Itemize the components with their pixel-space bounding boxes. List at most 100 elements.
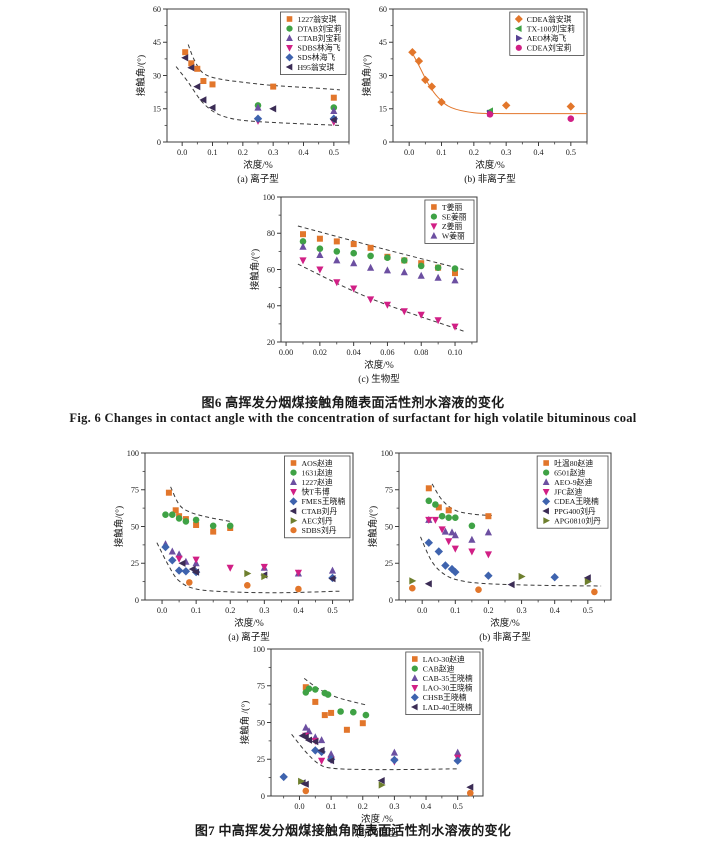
data-point — [333, 279, 341, 287]
data-point — [317, 746, 325, 754]
x-tick-label: 0.4 — [550, 606, 560, 615]
y-tick-label: 25 — [131, 559, 139, 568]
data-point — [454, 748, 462, 756]
data-point — [289, 507, 297, 515]
legend-item: 1227翁安琪 — [286, 14, 337, 24]
y-tick-label: 0 — [383, 138, 387, 147]
data-point — [188, 60, 195, 67]
x-tick-label: 0.5 — [453, 802, 463, 811]
fig7a-svg: 0.0 0.1 0.2 0.3 0.4 0.5 0 25 50 75 100 浓度/% (a) 离子型 接… — [113, 449, 354, 643]
data-point — [409, 584, 416, 592]
data-point — [199, 96, 207, 104]
chart-fig6b-nonionic: 0.0 0.1 0.2 0.3 0.4 0.5 0 15 30 45 60 浓度/% (b) 非离子型 接… — [360, 2, 596, 188]
envelope-curve — [431, 483, 492, 516]
legend-label: 6501赵迪 — [554, 467, 585, 477]
y-tick-label: 50 — [257, 718, 265, 727]
legend-box — [536, 455, 609, 529]
data-point — [337, 708, 344, 715]
x-tick-label: 0.08 — [414, 348, 428, 357]
data-point — [324, 691, 332, 698]
data-point — [316, 266, 324, 274]
legend-label: SDBS刘丹 — [302, 525, 337, 535]
data-point — [451, 531, 459, 539]
legend-item: AEC刘丹 — [290, 515, 333, 525]
legend-item: 6501赵迪 — [543, 467, 586, 477]
legend-label: LAO-30王晓楠 — [423, 683, 473, 693]
x-axis-label: 浓度 /% — [361, 813, 393, 825]
data-point — [182, 518, 190, 525]
data-point — [301, 733, 309, 741]
data-point — [502, 101, 511, 110]
data-point — [434, 273, 442, 281]
y-tick-label: 30 — [153, 71, 161, 80]
legend-box — [284, 455, 351, 539]
data-point — [441, 527, 449, 535]
x-tick-label: 0.06 — [380, 348, 394, 357]
x-axis-label: 浓度/% — [490, 617, 520, 629]
y-axis-label: 接触角/(°) — [135, 55, 147, 96]
data-point — [425, 497, 433, 505]
x-tick-label: 0.2 — [483, 606, 493, 615]
data-point — [434, 547, 443, 556]
data-point — [312, 686, 319, 693]
data-point — [301, 780, 309, 788]
x-tick-label: 0.4 — [293, 606, 303, 615]
data-point — [414, 56, 424, 66]
y-tick-label: 0 — [157, 138, 161, 147]
data-point — [328, 575, 336, 583]
data-point — [300, 231, 306, 238]
data-point — [269, 105, 277, 113]
data-point — [305, 685, 313, 692]
legend-item: FMES王晓楠 — [289, 496, 345, 506]
data-point — [434, 317, 442, 325]
data-point — [333, 248, 341, 255]
legend-item: SDS林海飞 — [285, 52, 335, 62]
subplot-title: (a) 离子型 — [237, 173, 279, 185]
legend-item: LAD-40王晓楠 — [411, 702, 473, 712]
data-point — [290, 517, 298, 524]
data-point — [333, 238, 340, 245]
data-point — [302, 684, 309, 691]
data-point — [411, 674, 419, 681]
data-point — [254, 103, 262, 111]
data-point — [425, 485, 432, 492]
data-point — [431, 204, 437, 210]
legend-item: CDEA刘宝莉 — [515, 43, 572, 53]
data-point — [200, 78, 207, 84]
y-tick-label: 25 — [257, 755, 265, 764]
chart-fig6a-ionic: 0.0 0.1 0.2 0.3 0.4 0.5 0 15 30 45 60 浓度/% (a) 离子型 接触… — [134, 2, 358, 188]
data-point — [542, 497, 551, 506]
data-point — [302, 723, 310, 731]
data-point — [253, 114, 263, 123]
legend-label: CTAB刘丹 — [302, 506, 338, 516]
data-point — [260, 563, 268, 571]
legend-item: SDBS林海飞 — [286, 43, 341, 53]
legend-item: Z姜丽 — [430, 221, 463, 231]
data-point — [445, 514, 452, 521]
x-tick-label: 0.1 — [191, 606, 201, 615]
y-tick-label: 100 — [127, 449, 139, 458]
data-point — [299, 257, 307, 265]
data-point — [178, 559, 186, 567]
fig7c-svg: 0.0 0.1 0.2 0.3 0.4 0.5 0 25 50 75 100 浓度 /% (c) 两性型… — [239, 645, 484, 839]
data-point — [543, 460, 549, 466]
x-axis-label: 浓度/% — [364, 359, 394, 371]
x-tick-label: 0.0 — [177, 148, 187, 157]
x-tick-label: 0.5 — [329, 148, 339, 157]
legend: LAO-30赵迪CAB赵迪CAB-35王晓楠LAO-30王晓楠CHSB王晓楠LA… — [405, 651, 481, 715]
legend-item: PPG400刘丹 — [542, 506, 596, 516]
data-point — [438, 512, 446, 520]
data-point — [295, 585, 302, 593]
figure7-caption-zh: 图7 中高挥发分烟煤接触角随表面活性剂水溶液的变化 — [194, 823, 512, 838]
data-point — [285, 63, 293, 71]
data-point — [518, 572, 526, 581]
y-axis-label: 接触角/(°) — [249, 249, 261, 290]
data-point — [208, 104, 216, 112]
data-point — [209, 81, 216, 88]
subplot-title: (a) 离子型 — [228, 631, 270, 643]
legend-label: Z姜丽 — [442, 221, 463, 231]
legend-label: AEC刘丹 — [302, 515, 333, 525]
legend: 吐温80赵迪6501赵迪AEO-9赵迪JFC赵迪CDEA王晓楠PPG400刘丹A… — [536, 455, 609, 529]
